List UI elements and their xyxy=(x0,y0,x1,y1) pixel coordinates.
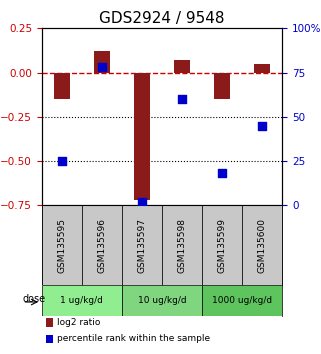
FancyBboxPatch shape xyxy=(42,285,122,316)
Title: GDS2924 / 9548: GDS2924 / 9548 xyxy=(100,11,225,26)
Text: GSM135596: GSM135596 xyxy=(97,218,107,273)
Text: GSM135597: GSM135597 xyxy=(137,218,147,273)
Point xyxy=(59,158,64,164)
Text: GSM135595: GSM135595 xyxy=(57,218,66,273)
Bar xyxy=(214,73,230,99)
Point xyxy=(220,171,225,176)
FancyBboxPatch shape xyxy=(42,205,82,285)
Point xyxy=(260,123,265,129)
Bar xyxy=(46,318,53,327)
FancyBboxPatch shape xyxy=(122,285,202,316)
Bar xyxy=(134,73,150,200)
Text: dose: dose xyxy=(22,294,46,304)
Text: log2 ratio: log2 ratio xyxy=(57,318,100,327)
Point xyxy=(180,96,185,102)
Bar xyxy=(94,51,110,73)
Text: GSM135600: GSM135600 xyxy=(258,218,267,273)
FancyBboxPatch shape xyxy=(202,205,242,285)
Text: 1000 ug/kg/d: 1000 ug/kg/d xyxy=(212,296,273,305)
Bar xyxy=(46,335,53,343)
FancyBboxPatch shape xyxy=(162,205,202,285)
FancyBboxPatch shape xyxy=(122,205,162,285)
Text: 10 ug/kg/d: 10 ug/kg/d xyxy=(138,296,187,305)
Point xyxy=(100,64,105,70)
Text: GSM135599: GSM135599 xyxy=(218,218,227,273)
Bar xyxy=(174,60,190,73)
Bar xyxy=(254,64,270,73)
Text: 1 ug/kg/d: 1 ug/kg/d xyxy=(60,296,103,305)
Text: percentile rank within the sample: percentile rank within the sample xyxy=(57,335,210,343)
Text: GSM135598: GSM135598 xyxy=(178,218,187,273)
FancyBboxPatch shape xyxy=(202,285,282,316)
Point xyxy=(140,199,145,205)
Bar xyxy=(54,73,70,99)
FancyBboxPatch shape xyxy=(242,205,282,285)
FancyBboxPatch shape xyxy=(82,205,122,285)
